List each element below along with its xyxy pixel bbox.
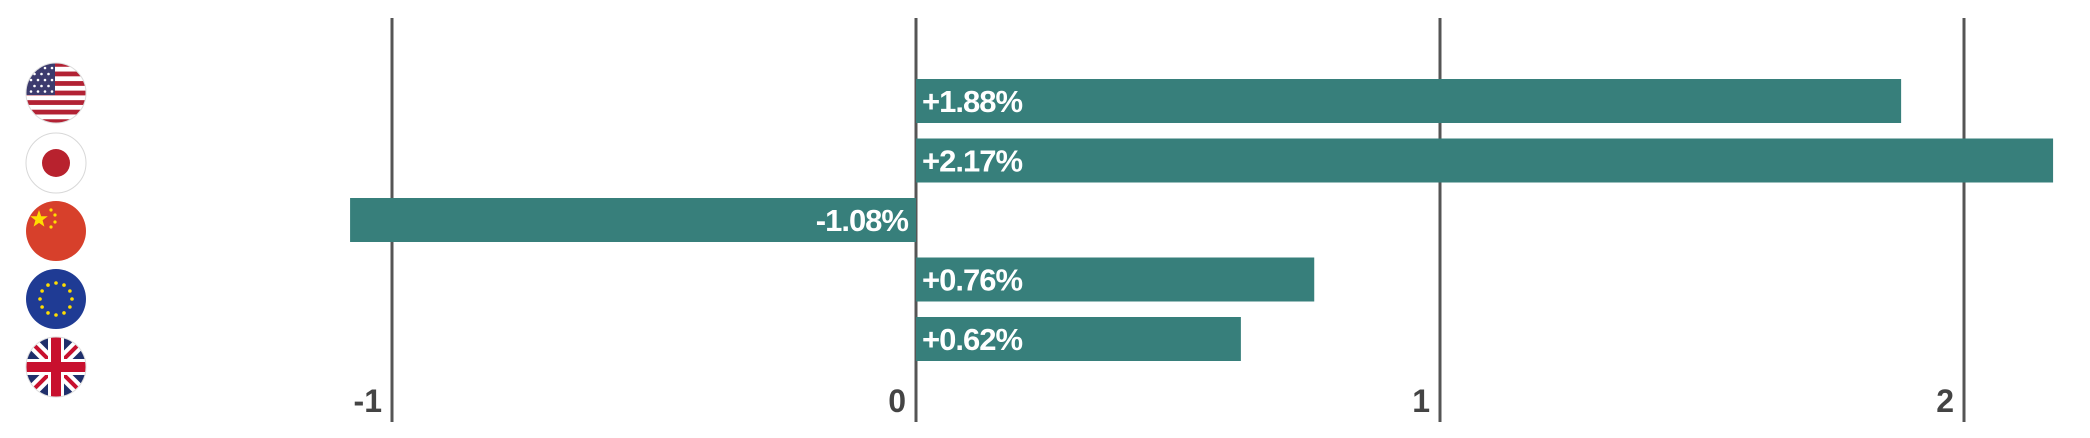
bar-value-label: +1.88% bbox=[922, 84, 1022, 119]
bar-value-label: +0.62% bbox=[922, 322, 1022, 357]
x-tick-labels: -1 0 1 2 bbox=[354, 383, 1954, 419]
uk-flag-icon bbox=[25, 336, 87, 398]
china-flag-icon bbox=[25, 200, 87, 262]
bar-value-label: +0.76% bbox=[922, 263, 1022, 298]
x-tick-label: 1 bbox=[1412, 383, 1430, 419]
bar-china bbox=[350, 198, 917, 242]
x-tick-label: -1 bbox=[354, 383, 382, 419]
bar-japan bbox=[916, 138, 2054, 183]
x-tick-label: 0 bbox=[888, 383, 906, 419]
bar-uk bbox=[916, 317, 1241, 361]
bar-value-label: +2.17% bbox=[922, 144, 1022, 179]
x-tick-label: 2 bbox=[1936, 383, 1954, 419]
bar-value-label: -1.08% bbox=[816, 203, 909, 238]
japan-flag-icon bbox=[25, 132, 87, 194]
bar-eurozone bbox=[916, 257, 1315, 302]
bars: +1.88% +2.17% -1.08% +0.76% +0.62% bbox=[350, 79, 2054, 361]
bar-us bbox=[916, 79, 1902, 123]
us-flag-icon bbox=[25, 62, 87, 124]
eu-flag-icon bbox=[25, 268, 87, 330]
